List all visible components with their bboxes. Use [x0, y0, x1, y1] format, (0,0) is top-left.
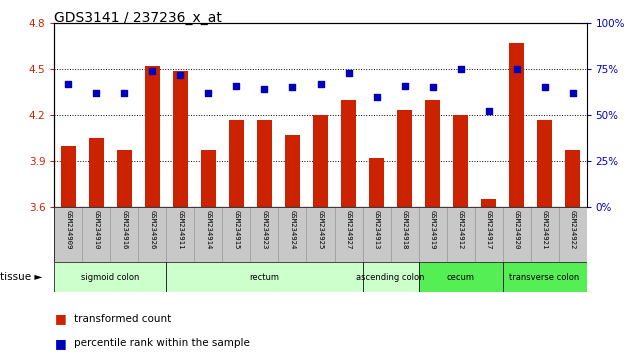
Bar [61, 146, 76, 207]
Text: GSM234917: GSM234917 [485, 210, 492, 249]
Bar [313, 115, 328, 207]
Text: rectum: rectum [249, 273, 279, 281]
Bar [565, 150, 580, 207]
Point [287, 85, 297, 90]
Point [176, 72, 186, 78]
Point [260, 86, 270, 92]
Point [399, 83, 410, 88]
Bar [285, 135, 300, 207]
Text: ascending colon: ascending colon [356, 273, 425, 281]
Text: GSM234911: GSM234911 [178, 210, 183, 249]
Point [428, 85, 438, 90]
Bar [453, 115, 468, 207]
Point [344, 70, 354, 75]
Bar [509, 43, 524, 207]
Bar [173, 70, 188, 207]
Point [483, 109, 494, 114]
Point [567, 90, 578, 96]
Bar [503, 262, 587, 292]
Bar [167, 262, 363, 292]
Text: sigmoid colon: sigmoid colon [81, 273, 140, 281]
Text: percentile rank within the sample: percentile rank within the sample [74, 338, 249, 348]
Text: GSM234921: GSM234921 [542, 210, 547, 249]
Bar [201, 150, 216, 207]
Text: GSM234909: GSM234909 [65, 210, 72, 249]
Text: ■: ■ [54, 337, 66, 350]
Text: GSM234916: GSM234916 [122, 210, 128, 249]
Text: GSM234915: GSM234915 [233, 210, 240, 249]
Bar [229, 120, 244, 207]
Bar [257, 120, 272, 207]
Bar [397, 110, 412, 207]
Point [512, 66, 522, 72]
Text: GSM234922: GSM234922 [569, 210, 576, 249]
Text: GSM234918: GSM234918 [401, 210, 408, 249]
Text: tissue ►: tissue ► [0, 272, 42, 282]
Bar [419, 262, 503, 292]
Text: transverse colon: transverse colon [510, 273, 579, 281]
Point [203, 90, 213, 96]
Point [315, 81, 326, 87]
Text: GSM234927: GSM234927 [345, 210, 351, 249]
Text: GSM234924: GSM234924 [290, 210, 296, 249]
Text: ■: ■ [54, 312, 66, 325]
Text: GSM234913: GSM234913 [374, 210, 379, 249]
Text: cecum: cecum [447, 273, 474, 281]
Bar [54, 262, 167, 292]
Point [539, 85, 549, 90]
Point [231, 83, 242, 88]
Bar [363, 262, 419, 292]
Bar [425, 100, 440, 207]
Text: GSM234919: GSM234919 [429, 210, 435, 249]
Point [147, 68, 158, 74]
Bar [481, 199, 496, 207]
Text: GSM234925: GSM234925 [317, 210, 324, 249]
Text: GSM234912: GSM234912 [458, 210, 463, 249]
Point [63, 81, 74, 87]
Point [455, 66, 465, 72]
Text: GDS3141 / 237236_x_at: GDS3141 / 237236_x_at [54, 11, 222, 25]
Bar [117, 150, 132, 207]
Point [119, 90, 129, 96]
Bar [537, 120, 552, 207]
Point [92, 90, 102, 96]
Bar [89, 138, 104, 207]
Text: GSM234920: GSM234920 [513, 210, 519, 249]
Point [371, 94, 381, 99]
Text: GSM234926: GSM234926 [149, 210, 156, 249]
Bar [341, 100, 356, 207]
Text: GSM234910: GSM234910 [94, 210, 99, 249]
Text: GSM234923: GSM234923 [262, 210, 267, 249]
Bar [145, 66, 160, 207]
Text: transformed count: transformed count [74, 314, 171, 324]
Bar [369, 158, 384, 207]
Text: GSM234914: GSM234914 [206, 210, 212, 249]
